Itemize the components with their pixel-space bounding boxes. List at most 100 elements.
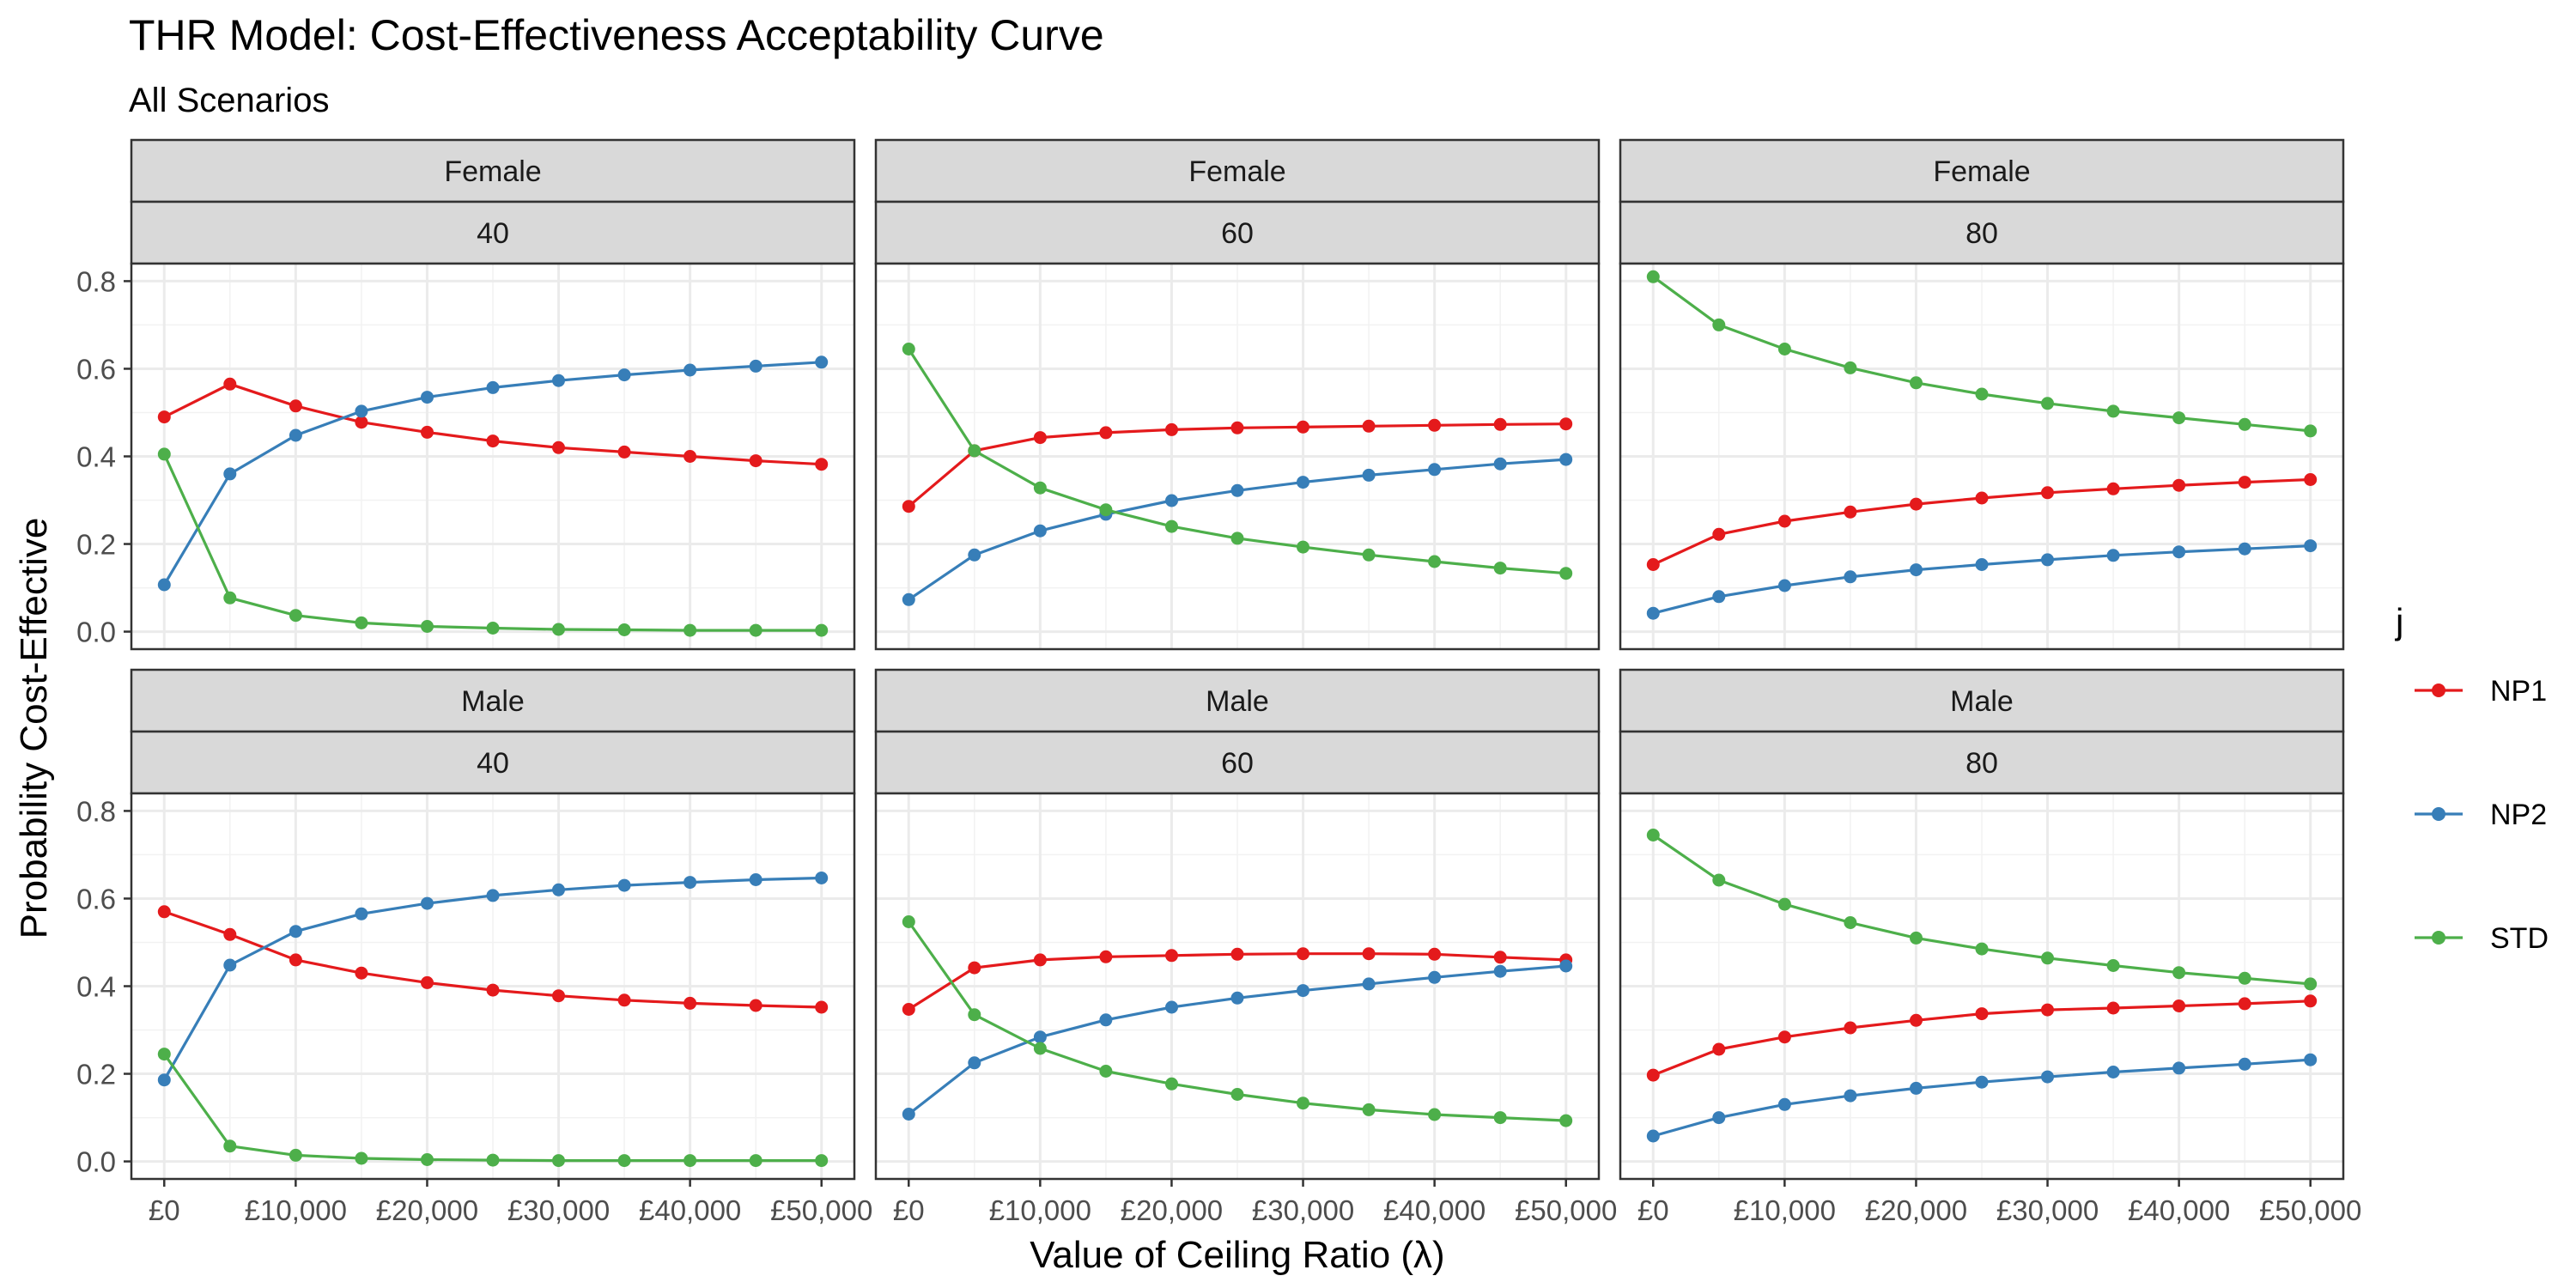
data-point-std bbox=[1099, 1065, 1113, 1078]
x-tick-label: £0 bbox=[893, 1194, 925, 1226]
data-point-std bbox=[1910, 376, 1923, 390]
data-point-np1 bbox=[1297, 420, 1309, 434]
data-point-np1 bbox=[902, 1003, 915, 1016]
data-point-np1 bbox=[1712, 1042, 1726, 1056]
data-point-np1 bbox=[1493, 951, 1507, 964]
data-point-std bbox=[223, 591, 237, 605]
strip-age-label: 60 bbox=[1221, 217, 1254, 250]
data-point-np2 bbox=[683, 363, 697, 377]
strip-age bbox=[874, 730, 1601, 795]
data-point-np2 bbox=[1559, 453, 1573, 466]
strip-sex-label: Male bbox=[461, 685, 525, 718]
strip-age-label: 60 bbox=[1221, 747, 1254, 780]
data-point-std bbox=[421, 1153, 434, 1166]
data-point-np1 bbox=[2238, 476, 2251, 489]
data-point-np2 bbox=[617, 368, 631, 382]
data-point-std bbox=[617, 623, 631, 636]
data-point-np1 bbox=[683, 450, 697, 463]
x-axis-label: Value of Ceiling Ratio (λ) bbox=[1030, 1234, 1444, 1276]
panel-border bbox=[874, 792, 1601, 1181]
data-point-np2 bbox=[552, 883, 565, 896]
data-point-std bbox=[1844, 916, 1857, 929]
data-point-std bbox=[968, 1008, 981, 1022]
data-point-std bbox=[617, 1154, 631, 1168]
data-point-np2 bbox=[1033, 1030, 1047, 1044]
data-point-np1 bbox=[1033, 431, 1047, 445]
facet-panels: Female400.00.20.40.60.8Female60Female80M… bbox=[76, 138, 2361, 1226]
data-point-np1 bbox=[1712, 527, 1726, 541]
data-point-std bbox=[1646, 270, 1660, 283]
data-point-np2 bbox=[1297, 984, 1309, 998]
data-point-np1 bbox=[617, 445, 631, 459]
data-point-std bbox=[289, 1148, 302, 1162]
chart-title: THR Model: Cost-Effectiveness Acceptabil… bbox=[129, 11, 1104, 59]
data-point-np1 bbox=[1165, 949, 1178, 963]
x-tick-label: £40,000 bbox=[2128, 1194, 2230, 1226]
data-point-np2 bbox=[749, 359, 762, 373]
data-point-std bbox=[1428, 555, 1442, 568]
data-point-np2 bbox=[2172, 1061, 2186, 1075]
strip-age bbox=[1619, 200, 2345, 265]
y-tick-label: 0.4 bbox=[76, 971, 116, 1003]
data-point-np2 bbox=[968, 548, 981, 562]
data-point-np1 bbox=[1428, 947, 1442, 961]
strip-sex bbox=[130, 668, 856, 733]
data-point-std bbox=[1428, 1108, 1442, 1121]
x-tick-label: £0 bbox=[149, 1194, 180, 1226]
data-point-np2 bbox=[157, 578, 171, 592]
data-point-np1 bbox=[1910, 1013, 1923, 1027]
data-point-np1 bbox=[1165, 422, 1178, 436]
data-point-np2 bbox=[1777, 1097, 1791, 1111]
data-point-std bbox=[355, 1151, 368, 1165]
x-tick-label: £0 bbox=[1637, 1194, 1669, 1226]
data-point-np2 bbox=[617, 878, 631, 892]
strip-sex-label: Female bbox=[444, 155, 541, 188]
y-tick-label: 0.2 bbox=[76, 1059, 116, 1091]
data-point-np2 bbox=[902, 592, 915, 606]
y-tick-label: 0.6 bbox=[76, 353, 116, 385]
x-tick-label: £50,000 bbox=[770, 1194, 872, 1226]
data-point-np1 bbox=[749, 999, 762, 1012]
data-point-np2 bbox=[1230, 991, 1244, 1005]
strip-sex-label: Male bbox=[1950, 685, 2014, 718]
data-point-np2 bbox=[1975, 1075, 1989, 1089]
data-point-np2 bbox=[2304, 1053, 2318, 1066]
data-point-std bbox=[1975, 387, 1989, 401]
chart-subtitle: All Scenarios bbox=[129, 82, 329, 119]
data-point-std bbox=[1493, 1111, 1507, 1125]
data-point-std bbox=[1099, 503, 1113, 517]
data-point-np2 bbox=[1493, 457, 1507, 471]
strip-age bbox=[130, 730, 856, 795]
data-point-np1 bbox=[2172, 999, 2186, 1012]
x-tick-label: £30,000 bbox=[507, 1194, 610, 1226]
data-point-np1 bbox=[1975, 491, 1989, 505]
data-point-np2 bbox=[486, 889, 500, 902]
data-point-np1 bbox=[1559, 417, 1573, 431]
strip-sex-label: Female bbox=[1933, 155, 2030, 188]
data-point-np2 bbox=[2106, 549, 2120, 562]
data-point-std bbox=[2304, 424, 2318, 438]
data-point-std bbox=[683, 623, 697, 637]
x-tick-label: £20,000 bbox=[1121, 1194, 1223, 1226]
data-point-np2 bbox=[223, 958, 237, 972]
data-point-std bbox=[1844, 361, 1857, 374]
data-point-np1 bbox=[2106, 482, 2120, 495]
y-tick-label: 0.0 bbox=[76, 617, 116, 648]
data-point-std bbox=[486, 622, 500, 635]
strip-sex-label: Male bbox=[1206, 685, 1269, 718]
data-point-np1 bbox=[289, 399, 302, 413]
strip-age-label: 80 bbox=[1965, 217, 1998, 250]
data-point-np1 bbox=[2238, 997, 2251, 1011]
data-point-np2 bbox=[1844, 1089, 1857, 1103]
data-point-np2 bbox=[1777, 579, 1791, 592]
data-point-std bbox=[1297, 540, 1309, 554]
facet-panel: Female 80 bbox=[1619, 138, 2345, 651]
x-tick-label: £50,000 bbox=[1515, 1194, 1617, 1226]
data-point-np1 bbox=[1297, 947, 1309, 961]
strip-age bbox=[130, 200, 856, 265]
y-axis-label: Probability Cost-Effective bbox=[13, 518, 55, 939]
data-point-np2 bbox=[289, 428, 302, 442]
data-point-np2 bbox=[1165, 494, 1178, 507]
data-point-np1 bbox=[1975, 1007, 1989, 1021]
